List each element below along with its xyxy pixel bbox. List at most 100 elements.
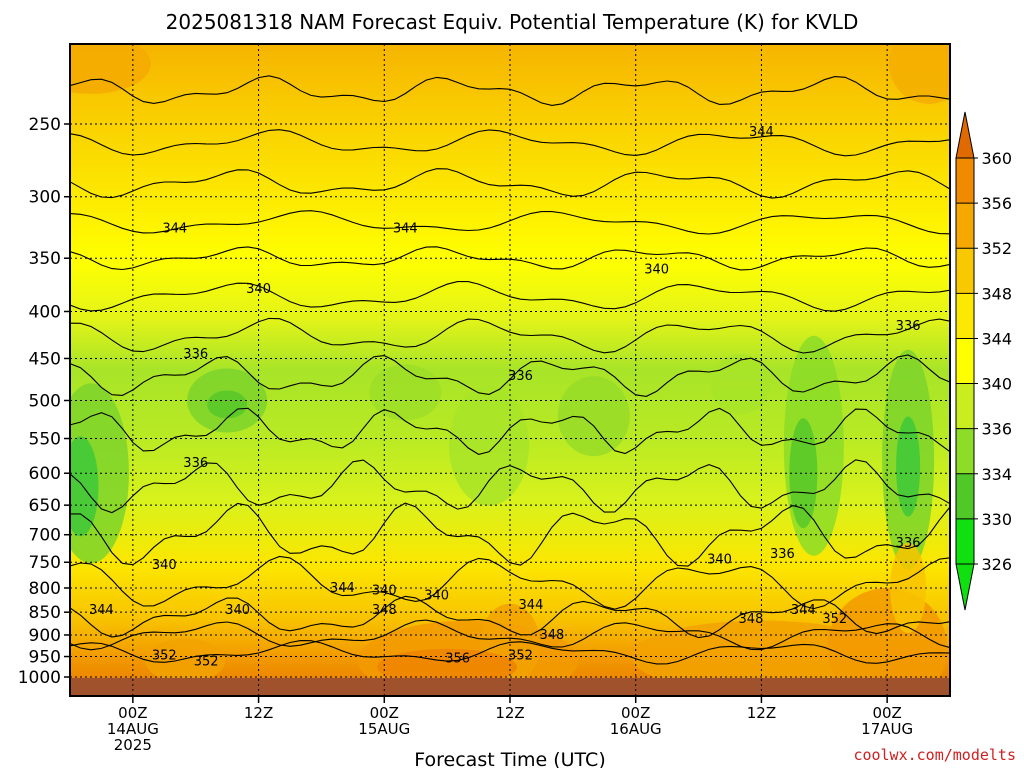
contour-label: 344 — [393, 222, 418, 237]
y-tick-label: 900 — [29, 626, 61, 646]
y-tick-label: 500 — [29, 392, 61, 412]
contour-label: 336 — [183, 456, 208, 471]
x-tick-label: 14AUG — [107, 720, 159, 738]
contour-line — [70, 407, 950, 455]
field-blob — [890, 542, 927, 633]
field-blob — [377, 648, 518, 685]
contour-line — [70, 619, 950, 651]
contour-label: 348 — [739, 612, 764, 627]
colorbar-label: 330 — [981, 510, 1012, 529]
x-tick-label: 15AUG — [358, 720, 410, 738]
colorbar-segment — [956, 428, 974, 475]
y-tick-label: 750 — [29, 553, 61, 573]
contour-label: 336 — [896, 536, 921, 551]
colorbar: 360 356 352 348 344 340 336 334 330 326 — [955, 111, 1012, 611]
colorbar-segment — [956, 473, 974, 520]
contour-label: 352 — [822, 612, 847, 627]
contour-label: 340 — [424, 588, 449, 603]
x-tick-label: 12Z — [495, 704, 524, 722]
contour-label: 348 — [372, 603, 397, 618]
contour-label: 356 — [445, 652, 470, 667]
x-tick-label: 00Z — [621, 704, 650, 722]
x-tick-label: 12Z — [747, 704, 776, 722]
y-tick-label: 950 — [29, 648, 61, 668]
field-blob — [449, 385, 530, 506]
contour-line — [70, 317, 950, 354]
chart-title: 2025081318 NAM Forecast Equiv. Potential… — [166, 10, 859, 34]
colorbar-segment — [956, 203, 974, 249]
field-blob — [557, 376, 630, 457]
y-tick-label: 700 — [29, 526, 61, 546]
colorbar-label: 356 — [981, 194, 1012, 213]
contour-label: 348 — [539, 628, 564, 643]
field-blob — [710, 354, 771, 415]
x-tick-label: 00Z — [118, 704, 147, 722]
field-blob — [70, 44, 151, 94]
contour-label: 352 — [508, 649, 533, 664]
contour-line — [70, 129, 950, 157]
colorbar-segment — [956, 248, 974, 294]
credit-link[interactable]: coolwx.com/modelts — [853, 746, 1016, 764]
contour-label: 340 — [246, 282, 271, 297]
contour-label: 344 — [791, 603, 816, 618]
colorbar-label: 348 — [981, 284, 1012, 303]
x-axis-label: Forecast Time (UTC) — [414, 749, 605, 768]
y-tick-label: 350 — [29, 249, 61, 269]
contour-line — [70, 281, 950, 312]
thetae-field — [70, 44, 950, 696]
y-tick-label: 650 — [29, 496, 61, 516]
ground-bar — [70, 678, 950, 696]
y-tick-label: 600 — [29, 464, 61, 484]
y-tick-label: 800 — [29, 579, 61, 599]
contour-label: 352 — [152, 649, 177, 664]
y-tick-label: 1000 — [18, 668, 61, 688]
colorbar-label: 352 — [981, 239, 1012, 258]
field-blob — [896, 416, 921, 517]
y-tick-label: 400 — [29, 302, 61, 322]
contour-label: 344 — [749, 125, 774, 140]
x-tick-label: 16AUG — [610, 720, 662, 738]
colorbar-bottom-arrow — [955, 563, 975, 611]
y-tick-label: 550 — [29, 430, 61, 450]
contour-label: 336 — [183, 347, 208, 362]
field-blob — [207, 390, 248, 419]
y-tick-label: 450 — [29, 349, 61, 369]
x-tick-label: 2025 — [114, 736, 152, 754]
contour-label: 340 — [152, 558, 177, 573]
contour-label: 344 — [330, 581, 355, 596]
contour-label: 336 — [508, 369, 533, 384]
contour-label: 340 — [225, 603, 250, 618]
contour-line — [70, 502, 950, 567]
colorbar-label: 334 — [981, 465, 1012, 484]
contour-label: 336 — [896, 319, 921, 334]
contour-label: 344 — [519, 598, 544, 613]
colorbar-segment — [956, 383, 974, 430]
field-blob — [789, 418, 818, 529]
colorbar-label: 326 — [981, 555, 1012, 574]
contour-label: 336 — [770, 547, 795, 562]
colorbar-label: 360 — [981, 149, 1012, 168]
contour-label: 344 — [89, 603, 114, 618]
plot-area: 344 344 344 340 340 336 336 336 336 340 344 340 344 3… — [70, 44, 950, 696]
field-blob — [145, 638, 226, 683]
x-tick-label: 12Z — [244, 704, 273, 722]
y-tick-label: 300 — [29, 188, 61, 208]
x-tick-label: 00Z — [872, 704, 901, 722]
field-blob — [70, 436, 99, 537]
contour-label: 344 — [162, 222, 187, 237]
contour-label: 340 — [372, 583, 397, 598]
colorbar-segment — [956, 158, 974, 204]
colorbar-label: 344 — [981, 329, 1012, 348]
contour-label: 352 — [194, 655, 219, 670]
x-tick-label: 00Z — [370, 704, 399, 722]
field-blob — [889, 44, 950, 104]
y-tick-label: 250 — [29, 115, 61, 135]
colorbar-segment — [956, 518, 974, 565]
y-axis: 250 300 350 400 450 500 550 600 650 700 750 800 850 9… — [18, 115, 70, 688]
contour-labels: 344 344 344 340 340 336 336 336 336 340 344 340 344 3… — [89, 125, 920, 670]
colorbar-label: 336 — [981, 420, 1012, 439]
colorbar-segment — [956, 293, 974, 339]
grid-lines — [70, 44, 950, 696]
